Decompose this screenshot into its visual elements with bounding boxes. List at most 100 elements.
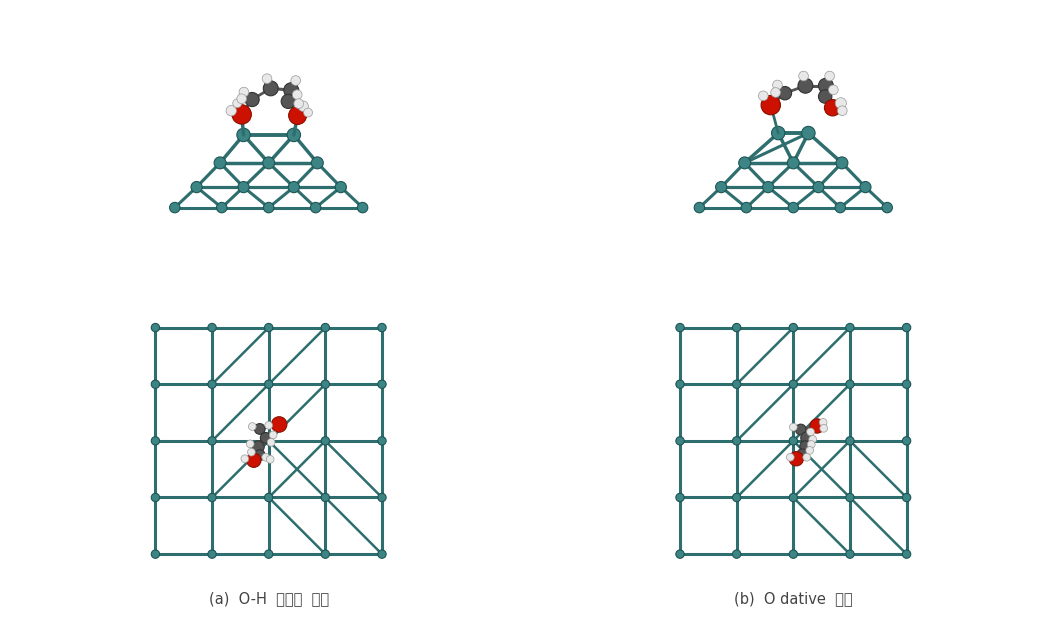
- Circle shape: [249, 422, 256, 431]
- Circle shape: [268, 439, 275, 446]
- Circle shape: [733, 380, 741, 388]
- Circle shape: [806, 446, 813, 454]
- Circle shape: [835, 98, 846, 109]
- Circle shape: [289, 107, 307, 124]
- Circle shape: [260, 432, 271, 443]
- Circle shape: [716, 181, 726, 192]
- Circle shape: [310, 202, 321, 212]
- Text: (b)  O dative  결합: (b) O dative 결합: [734, 591, 853, 606]
- Circle shape: [801, 432, 812, 444]
- Circle shape: [170, 202, 181, 212]
- Circle shape: [151, 550, 159, 558]
- Circle shape: [294, 99, 304, 109]
- Circle shape: [237, 128, 251, 142]
- Circle shape: [695, 202, 704, 212]
- Circle shape: [232, 105, 252, 124]
- Circle shape: [739, 157, 751, 169]
- Circle shape: [287, 128, 301, 142]
- Circle shape: [378, 380, 387, 388]
- Circle shape: [246, 440, 254, 448]
- Circle shape: [151, 493, 159, 502]
- Circle shape: [675, 380, 684, 388]
- Circle shape: [845, 380, 854, 388]
- Circle shape: [675, 323, 684, 332]
- Circle shape: [321, 437, 329, 445]
- Circle shape: [358, 202, 367, 212]
- Circle shape: [903, 493, 911, 502]
- Circle shape: [787, 453, 794, 461]
- Circle shape: [789, 323, 798, 332]
- Circle shape: [378, 323, 387, 332]
- Circle shape: [262, 157, 275, 169]
- Circle shape: [828, 85, 838, 94]
- Circle shape: [819, 419, 827, 426]
- Circle shape: [771, 126, 785, 140]
- Circle shape: [771, 88, 781, 98]
- Circle shape: [799, 71, 808, 81]
- Circle shape: [217, 202, 227, 212]
- Circle shape: [233, 99, 242, 107]
- Circle shape: [291, 76, 301, 86]
- Circle shape: [802, 126, 816, 140]
- Circle shape: [763, 181, 774, 192]
- Circle shape: [215, 157, 226, 169]
- Circle shape: [208, 493, 217, 502]
- Circle shape: [825, 71, 835, 81]
- Circle shape: [733, 493, 741, 502]
- Circle shape: [281, 94, 295, 109]
- Circle shape: [262, 74, 272, 84]
- Circle shape: [304, 108, 312, 117]
- Circle shape: [812, 181, 824, 192]
- Circle shape: [803, 453, 810, 461]
- Circle shape: [819, 78, 834, 93]
- Circle shape: [789, 380, 798, 388]
- Circle shape: [267, 456, 274, 463]
- Circle shape: [298, 101, 308, 111]
- Circle shape: [245, 92, 259, 107]
- Circle shape: [264, 550, 273, 558]
- Circle shape: [321, 323, 329, 332]
- Circle shape: [262, 453, 270, 461]
- Circle shape: [795, 424, 806, 435]
- Circle shape: [238, 181, 250, 192]
- Circle shape: [796, 449, 807, 459]
- Circle shape: [208, 380, 217, 388]
- Circle shape: [255, 424, 266, 434]
- Circle shape: [845, 323, 854, 332]
- Circle shape: [810, 419, 824, 433]
- Circle shape: [789, 437, 798, 445]
- Circle shape: [789, 452, 804, 466]
- Circle shape: [264, 493, 273, 502]
- Circle shape: [255, 450, 266, 461]
- Circle shape: [284, 82, 298, 98]
- Circle shape: [675, 437, 684, 445]
- Circle shape: [247, 448, 255, 456]
- Circle shape: [675, 550, 684, 558]
- Circle shape: [288, 181, 299, 192]
- Circle shape: [758, 91, 768, 101]
- Circle shape: [845, 437, 854, 445]
- Circle shape: [881, 202, 892, 212]
- Circle shape: [151, 323, 159, 332]
- Circle shape: [311, 157, 323, 169]
- Circle shape: [789, 550, 798, 558]
- Circle shape: [733, 323, 741, 332]
- Circle shape: [773, 80, 783, 90]
- Circle shape: [292, 90, 302, 99]
- Circle shape: [789, 493, 798, 502]
- Circle shape: [272, 417, 287, 432]
- Circle shape: [321, 380, 329, 388]
- Circle shape: [263, 202, 274, 212]
- Circle shape: [741, 202, 752, 212]
- Circle shape: [807, 441, 815, 448]
- Circle shape: [239, 88, 249, 97]
- Circle shape: [845, 550, 854, 558]
- Circle shape: [787, 157, 800, 169]
- Circle shape: [208, 323, 217, 332]
- Circle shape: [264, 437, 273, 445]
- Circle shape: [733, 437, 741, 445]
- Text: (a)  O-H  해리성  흡착: (a) O-H 해리성 흡착: [208, 591, 329, 606]
- Circle shape: [246, 453, 261, 468]
- Circle shape: [761, 96, 781, 115]
- Circle shape: [809, 436, 817, 443]
